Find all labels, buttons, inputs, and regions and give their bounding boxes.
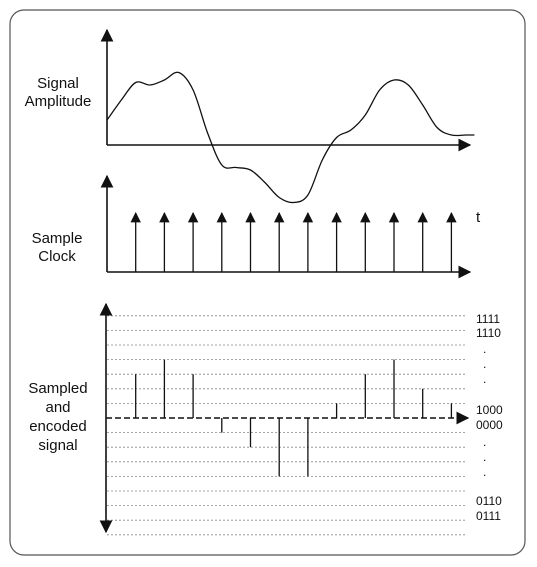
code-0111: 0111 <box>476 509 501 523</box>
amplitude-label-line-1: Signal <box>37 75 79 92</box>
ellipsis-bottom-1: . <box>483 435 486 449</box>
clock-panel: Sample Clock t <box>32 174 481 279</box>
encoded-label-line-3: encoded <box>29 418 87 435</box>
code-0110: 0110 <box>476 494 502 508</box>
clock-label-line-1: Sample <box>32 230 83 247</box>
ellipsis-top-2: . <box>483 357 486 371</box>
ellipsis-bottom-2: . <box>483 450 486 464</box>
amplitude-panel: Signal Amplitude <box>25 28 475 204</box>
sample-bars <box>135 359 453 477</box>
encoded-label-line-1: Sampled <box>28 380 87 397</box>
code-0000: 0000 <box>476 418 503 432</box>
code-1111: 1111 <box>476 312 500 326</box>
encoded-panel: Sampled and encoded signal 1111 1110 . .… <box>28 302 503 536</box>
clock-ticks <box>130 211 457 272</box>
ellipsis-top-1: . <box>483 342 486 356</box>
encoded-label-line-4: signal <box>38 437 77 454</box>
figure-frame <box>9 9 526 556</box>
ellipsis-bottom-3: . <box>483 465 486 479</box>
code-1110: 1110 <box>476 326 501 340</box>
code-1000: 1000 <box>476 403 503 417</box>
clock-label-line-2: Clock <box>38 248 76 265</box>
time-axis-label: t <box>476 209 481 226</box>
encoded-label-line-2: and <box>45 399 70 416</box>
amplitude-label-line-2: Amplitude <box>25 93 92 110</box>
signal-curve <box>106 71 475 204</box>
ellipsis-top-3: . <box>483 372 486 386</box>
